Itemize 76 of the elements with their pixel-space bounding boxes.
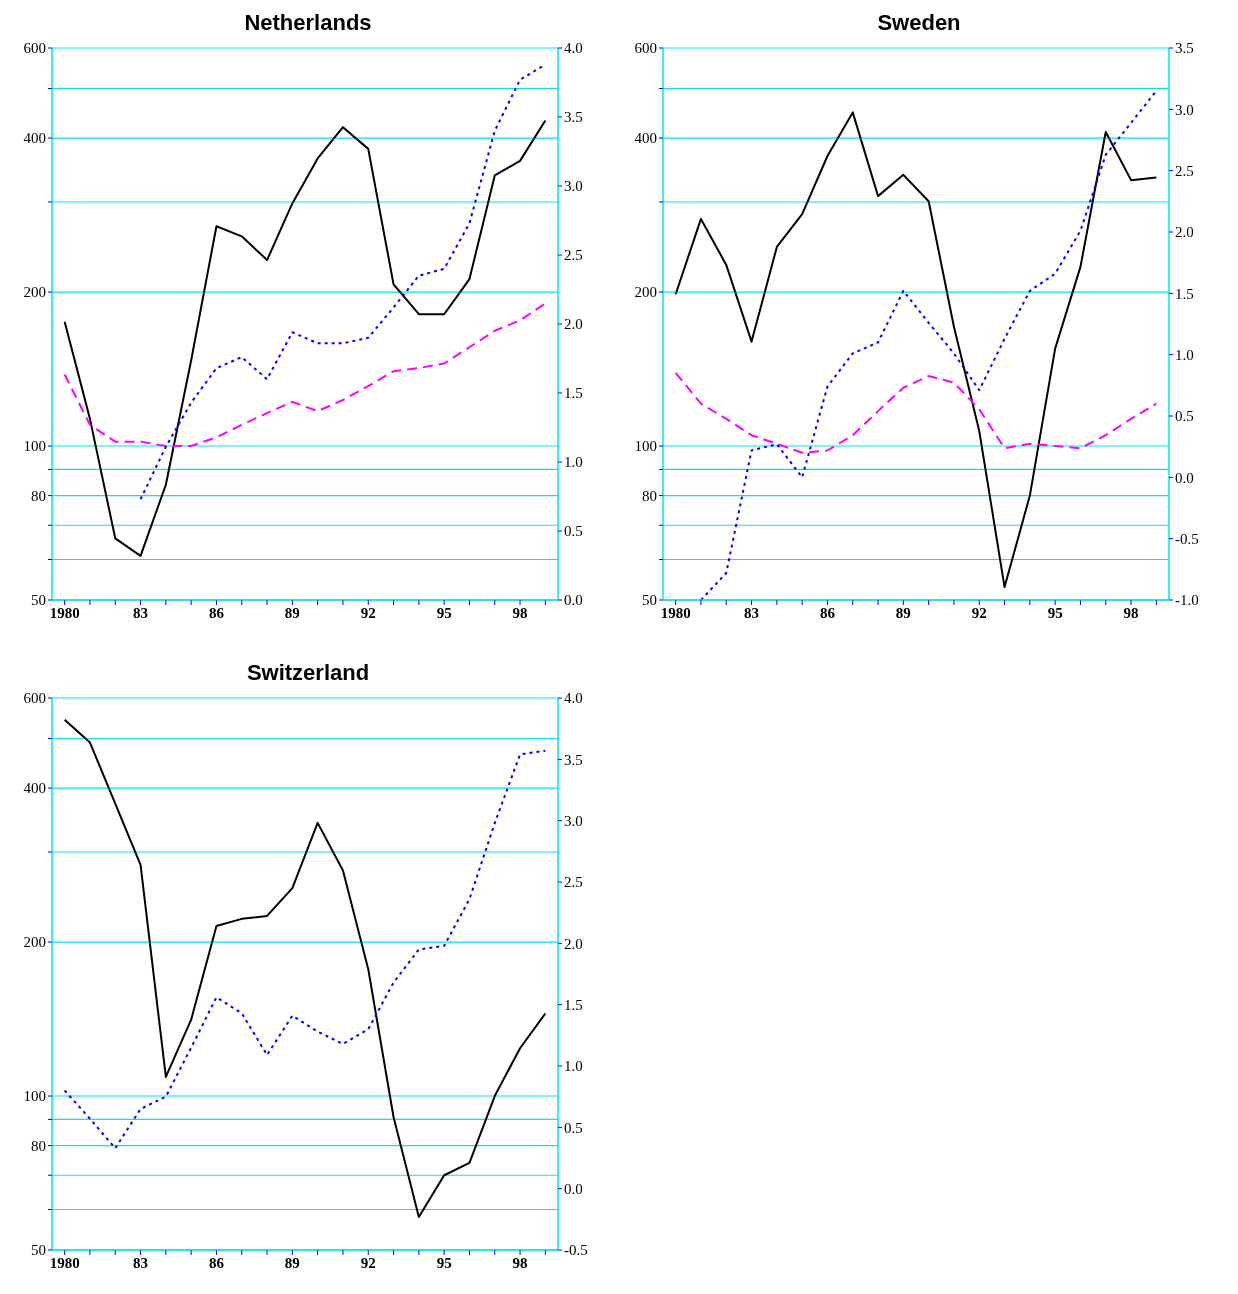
y-tick-label: 50 [31,1242,46,1259]
y2-tick-label: 3.0 [564,178,583,195]
y-tick-label: 100 [23,438,46,455]
x-tick-label: 92 [971,604,987,621]
y2-tick-label: 0.5 [1175,408,1194,425]
y-tick-label: 600 [634,40,657,57]
x-tick-label: 92 [360,1254,376,1271]
y-tick-label: 50 [642,592,657,609]
line-series [63,119,547,557]
y-tick-label: 600 [23,40,46,57]
y2-tick-label: 2.5 [564,247,583,264]
y-tick-label: 50 [31,592,46,609]
y2-tick-label: 1.0 [564,1058,583,1075]
x-tick-label: 86 [819,604,836,621]
y-tick-label: 200 [634,284,657,301]
x-tick-label: 1980 [49,604,80,621]
x-tick-label: 89 [895,604,911,621]
y-tick-label: 400 [23,780,46,797]
y2-tick-label: 2.0 [564,935,583,952]
x-tick-label: 95 [1047,604,1063,621]
y2-tick-label: 1.5 [564,996,583,1013]
y-tick-label: 200 [23,284,46,301]
line-series [63,749,547,1150]
x-tick-label: 92 [360,604,376,621]
chart-title: Sweden [876,9,962,37]
y-tick-label: 100 [634,438,657,455]
y2-tick-label: 2.5 [1175,162,1194,179]
line-series [63,718,547,1219]
y2-tick-label: -0.5 [564,1242,588,1259]
x-tick-label: 86 [208,1254,225,1271]
x-tick-label: 89 [284,1254,300,1271]
x-tick-label: 98 [512,604,528,621]
y2-tick-label: 1.5 [564,385,583,402]
x-tick-label: 95 [436,604,452,621]
x-tick-label: 86 [208,604,225,621]
y2-tick-label: 0.0 [564,1180,583,1197]
x-tick-label: 98 [1123,604,1139,621]
line-series [674,371,1158,454]
line-series [63,302,547,448]
y2-tick-label: -0.5 [1175,530,1199,547]
y2-tick-label: 3.0 [564,812,583,829]
y-tick-label: 400 [23,130,46,147]
y2-tick-label: 3.5 [564,751,583,768]
x-tick-label: 1980 [49,1254,80,1271]
x-tick-label: 83 [133,604,149,621]
chart-title: Switzerland [245,659,371,687]
x-tick-label: 83 [744,604,760,621]
y2-tick-label: 3.0 [1175,101,1194,118]
chart-title: Netherlands [243,9,373,37]
y-tick-label: 80 [642,487,657,504]
y2-tick-label: 0.5 [564,523,583,540]
y2-tick-label: 3.5 [1175,40,1194,57]
x-tick-label: 95 [436,1254,452,1271]
y-tick-label: 80 [31,487,46,504]
x-tick-label: 1980 [660,604,691,621]
x-tick-label: 83 [133,1254,149,1271]
y2-tick-label: 2.0 [1175,224,1194,241]
y2-tick-label: 0.0 [1175,469,1194,486]
y2-tick-label: 4.0 [564,40,583,57]
x-tick-label: 89 [284,604,300,621]
y2-tick-label: 1.0 [564,454,583,471]
y2-tick-label: 1.5 [1175,285,1194,302]
y2-tick-label: 4.0 [564,690,583,707]
y-tick-label: 400 [634,130,657,147]
y2-tick-label: 2.5 [564,874,583,891]
y-tick-label: 100 [23,1088,46,1105]
y2-tick-label: -1.0 [1175,592,1199,609]
y-tick-label: 80 [31,1137,46,1154]
y2-tick-label: 0.0 [564,592,583,609]
y2-tick-label: 0.5 [564,1119,583,1136]
y-tick-label: 600 [23,690,46,707]
y2-tick-label: 1.0 [1175,346,1194,363]
y-tick-label: 200 [23,934,46,951]
x-tick-label: 98 [512,1254,528,1271]
y2-tick-label: 2.0 [564,316,583,333]
y2-tick-label: 3.5 [564,109,583,126]
